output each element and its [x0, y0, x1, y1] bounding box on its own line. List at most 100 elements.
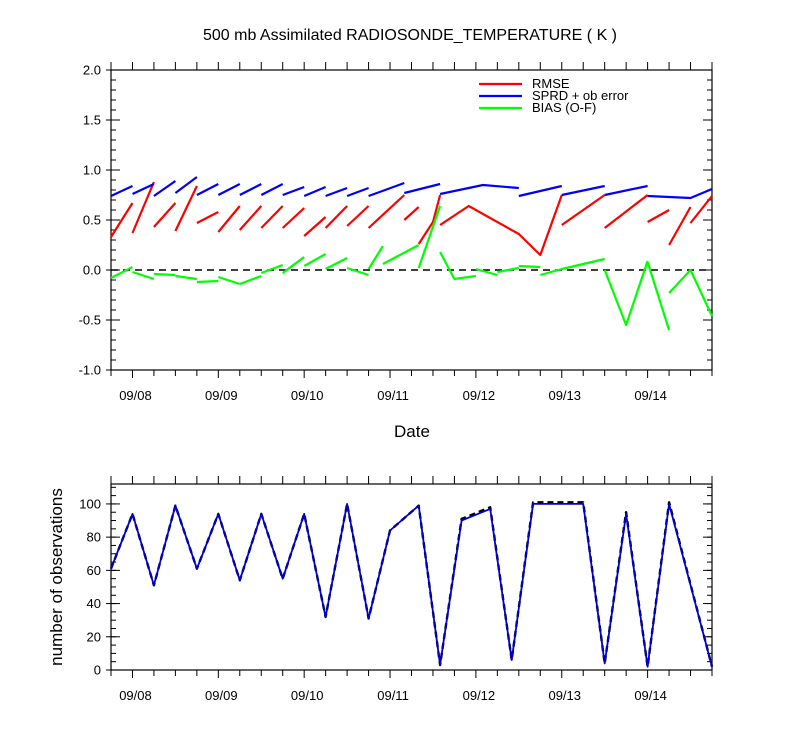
top-x-tick-label: 09/09 [205, 388, 238, 403]
series-sprd-ob-error-segment [132, 183, 155, 195]
series-sprd-ob-error-segment [260, 183, 284, 196]
series-bias-o-f-segment [540, 267, 563, 277]
series-sprd-ob-error-segment [439, 183, 519, 196]
series-sprd-ob-error-segment [110, 185, 133, 197]
series-sprd-ob-error-segment [303, 185, 327, 198]
series-rmse-segment [260, 205, 284, 229]
top-y-ticks: 2.0 1.5 1.0 0.5 0.0 -0.5 -1.0 [79, 63, 712, 378]
series-rmse-segment [110, 202, 134, 238]
series-bias-o-f-segment [475, 267, 498, 277]
series-sprd-ob-error-segment [604, 184, 648, 197]
series-sprd-ob-error-segment [404, 182, 441, 195]
top-y-tick-label: 1.5 [83, 113, 101, 128]
series-bias-o-f-segment [668, 268, 713, 317]
series-bias-o-f-segment [303, 253, 327, 267]
bottom-x-tick-label: 09/09 [205, 688, 238, 703]
series-sprd-ob-error-segment [647, 187, 713, 200]
series-rmse-segment [153, 202, 177, 228]
bottom-series [109, 501, 714, 668]
series-bias-o-f-segment [196, 279, 219, 284]
series-bias-o-f-segment [346, 266, 369, 277]
series-bias-o-f-segment [132, 270, 155, 281]
series-bias-o-f-segment [497, 266, 520, 274]
top-y-tick-label: 1.0 [83, 163, 101, 178]
bottom-x-tick-label: 09/08 [119, 688, 152, 703]
series-bias-o-f-segment [439, 251, 477, 281]
bottom-y-tick-label: 60 [87, 563, 101, 578]
series-bias-o-f-segment [239, 274, 262, 286]
series-sprd-ob-error-segment [561, 184, 605, 197]
series-rmse-segment [604, 194, 649, 229]
series-rmse-segment [403, 206, 420, 221]
top-y-tick-label: 0.0 [83, 263, 101, 278]
series-sprd-ob-error-segment [239, 183, 262, 196]
bottom-x-tick-label: 09/14 [634, 688, 667, 703]
bottom-y-tick-label: 0 [94, 663, 101, 678]
observations-series-dashed [109, 501, 714, 668]
bottom-x-tick-label: 09/12 [463, 688, 496, 703]
series-rmse-segment [689, 195, 713, 224]
top-y-tick-label: -0.5 [79, 313, 101, 328]
bottom-x-tick-label: 09/13 [548, 688, 581, 703]
chart-title: 500 mb Assimilated RADIOSONDE_TEMPERATUR… [203, 27, 617, 44]
observations-series-solid [110, 502, 713, 668]
top-x-tick-label: 09/10 [291, 388, 324, 403]
series-rmse-segment [174, 185, 198, 232]
series-rmse-segment [196, 211, 219, 224]
series-bias-o-f-segment [367, 245, 384, 270]
series-rmse-segment [346, 205, 370, 227]
series-sprd-ob-error-segment [153, 180, 177, 197]
series-bias-o-f-segment [417, 205, 442, 269]
bottom-x-tick-label: 09/10 [291, 688, 324, 703]
legend-label-bias-o-f: BIAS (O-F) [532, 100, 596, 115]
series-bias-o-f-segment [646, 261, 671, 331]
series-rmse-segment [303, 216, 327, 237]
series-rmse-segment [668, 206, 692, 246]
series-rmse-segment [367, 194, 406, 229]
series-rmse-segment [324, 205, 348, 229]
series-bias-o-f-segment [110, 266, 134, 279]
series-bias-o-f-segment [282, 256, 305, 274]
bottom-y-tick-label: 100 [79, 496, 101, 511]
top-series [110, 176, 713, 331]
series-bias-o-f-segment [561, 257, 605, 271]
legend-label-rmse: RMSE [532, 76, 570, 91]
series-bias-o-f-segment [153, 272, 176, 277]
top-y-tick-label: 0.5 [83, 213, 101, 228]
legend-label-sprd-ob-error: SPRD + ob error [532, 88, 629, 103]
bottom-x-tick-label: 09/11 [377, 688, 409, 703]
top-x-tick-label: 09/12 [463, 388, 496, 403]
top-x-ticks: 09/08 09/09 09/10 09/11 09/12 09/13 09/14 [110, 62, 713, 403]
series-sprd-ob-error-segment [368, 181, 405, 198]
top-x-tick-label: 09/08 [119, 388, 152, 403]
series-rmse-segment [647, 209, 670, 223]
top-y-tick-label: -1.0 [79, 363, 101, 378]
series-rmse-segment [131, 181, 155, 234]
series-rmse-segment [238, 205, 263, 231]
bottom-y-tick-label: 80 [87, 530, 101, 545]
series-sprd-ob-error-segment [518, 184, 563, 198]
bottom-x-ticks: 09/08 09/09 09/10 09/11 09/12 09/13 09/14 [110, 476, 713, 703]
x-axis-title: Date [394, 422, 430, 441]
series-rmse-segment [217, 205, 241, 233]
top-plot: 2.01.51.00.50.0-0.5-1.0 09/08 09/09 09/10 0… [79, 62, 713, 441]
series-rmse-segment [281, 207, 305, 229]
series-sprd-ob-error-segment [346, 186, 369, 198]
series-sprd-ob-error-segment [325, 186, 348, 198]
top-x-tick-label: 09/13 [548, 388, 581, 403]
series-bias-o-f-segment [325, 257, 348, 270]
series-sprd-ob-error-segment [217, 183, 241, 196]
series-bias-o-f-segment [603, 260, 649, 327]
series-sprd-ob-error-segment [282, 185, 305, 197]
top-x-tick-label: 09/14 [634, 388, 667, 403]
bottom-y-tick-label: 20 [87, 629, 101, 644]
y-axis-title-observations: number of observations [47, 488, 66, 666]
series-bias-o-f-segment [518, 264, 541, 269]
bottom-y-tick-label: 40 [87, 596, 101, 611]
series-bias-o-f-segment [217, 275, 241, 286]
series-rmse-segment [417, 194, 442, 245]
series-sprd-ob-error-segment [174, 176, 198, 194]
